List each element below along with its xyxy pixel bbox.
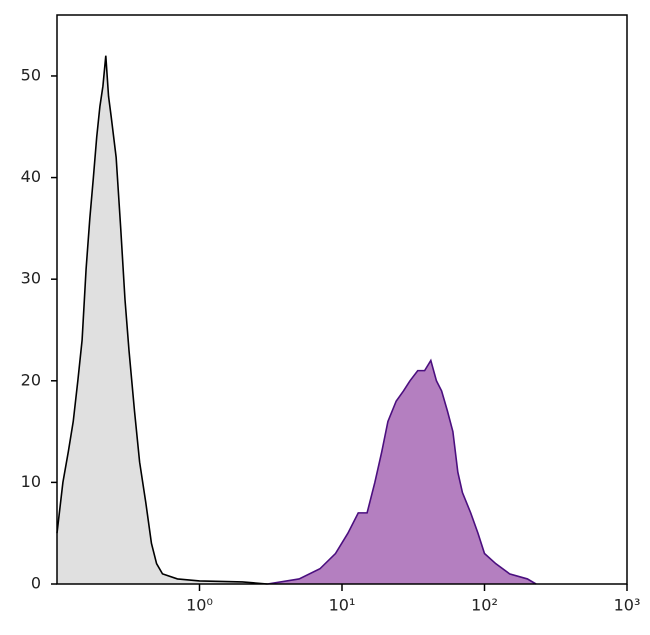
x-tick-label: 10² xyxy=(471,596,498,615)
histogram-outline xyxy=(56,55,268,585)
area-fill xyxy=(57,55,268,584)
x-tick-label: 10³ xyxy=(614,596,641,615)
y-tick-label: 10 xyxy=(21,472,41,491)
y-tick-label: 0 xyxy=(31,574,41,593)
y-tick-label: 40 xyxy=(21,167,41,186)
y-tick-label: 30 xyxy=(21,269,41,288)
histogram-outline xyxy=(267,358,537,585)
y-tick-label: 20 xyxy=(21,370,41,389)
x-tick-label: 10⁰ xyxy=(186,596,213,615)
x-tick-label: 10¹ xyxy=(329,596,356,615)
area-fill xyxy=(267,360,537,584)
y-tick-label: 50 xyxy=(21,65,41,84)
